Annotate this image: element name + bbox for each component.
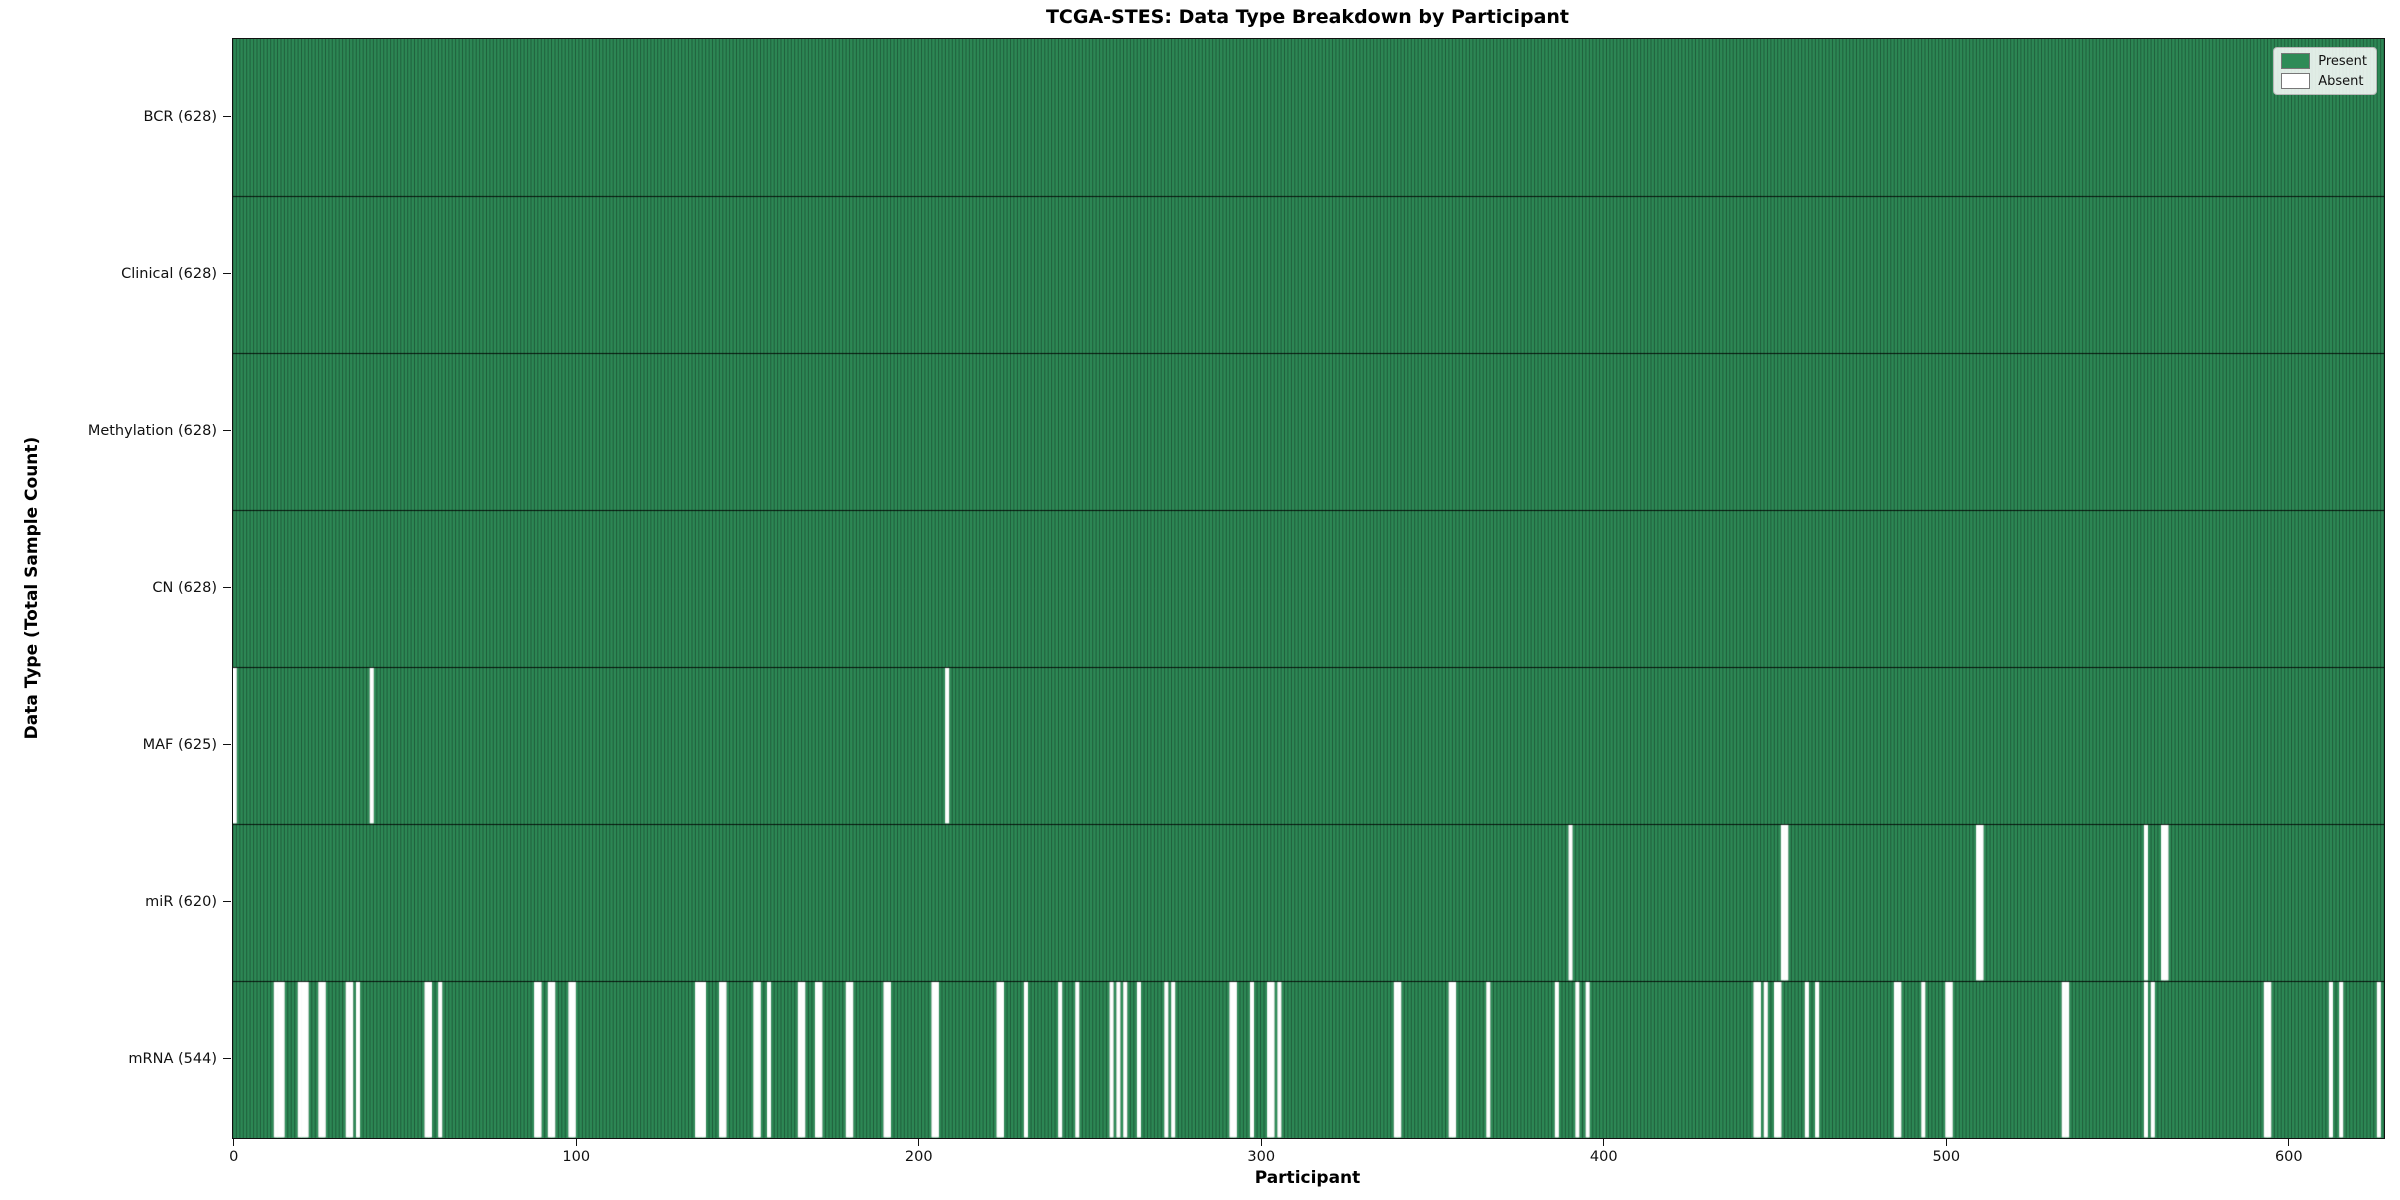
x-tick-label: 400 xyxy=(1589,1149,1618,1165)
y-tick-label-mRNA: mRNA (544) xyxy=(128,1050,217,1067)
x-tick-mark xyxy=(575,1138,577,1146)
x-tick-mark xyxy=(233,1138,235,1146)
y-tick-label-BCR: BCR (628) xyxy=(143,108,218,125)
y-tick-label-miR: miR (620) xyxy=(145,893,217,910)
x-tick-label: 500 xyxy=(1932,1149,1961,1165)
legend-label-present: Present xyxy=(2318,53,2367,69)
y-tick-mark xyxy=(223,115,231,118)
x-tick-mark xyxy=(1260,1138,1262,1146)
x-tick-label: 100 xyxy=(562,1149,591,1165)
legend-item-present: Present xyxy=(2281,53,2367,69)
x-tick-label: 0 xyxy=(229,1149,239,1165)
y-tick-mark xyxy=(223,586,231,589)
y-tick-mark xyxy=(223,1057,231,1060)
absent-swatch xyxy=(2281,73,2311,89)
y-tick-mark xyxy=(223,743,231,746)
x-axis-title: Participant xyxy=(1254,1168,1361,1188)
x-tick-mark xyxy=(918,1138,920,1146)
y-tick-label-CN: CN (628) xyxy=(152,579,217,596)
x-tick-label: 600 xyxy=(2274,1149,2303,1165)
x-tick-label: 200 xyxy=(904,1149,933,1165)
y-tick-label-MAF: MAF (625) xyxy=(142,736,217,753)
present-swatch xyxy=(2281,53,2311,69)
y-tick-mark xyxy=(223,272,231,275)
x-tick-mark xyxy=(2288,1138,2290,1146)
x-tick-mark xyxy=(1603,1138,1605,1146)
y-tick-mark xyxy=(223,429,231,432)
availability-heatmap-canvas xyxy=(233,39,2384,1138)
y-tick-mark xyxy=(223,900,231,903)
legend-label-absent: Absent xyxy=(2318,73,2364,89)
x-tick-label: 300 xyxy=(1247,1149,1276,1165)
y-tick-label-Clinical: Clinical (628) xyxy=(121,265,217,282)
legend: Present Absent xyxy=(2273,47,2377,95)
x-tick-mark xyxy=(1945,1138,1947,1146)
plot-area: Present Absent xyxy=(232,38,2385,1139)
y-tick-label-Methylation: Methylation (628) xyxy=(87,422,217,439)
legend-item-absent: Absent xyxy=(2281,73,2367,89)
chart-title: TCGA-STES: Data Type Breakdown by Partic… xyxy=(1045,6,1570,28)
